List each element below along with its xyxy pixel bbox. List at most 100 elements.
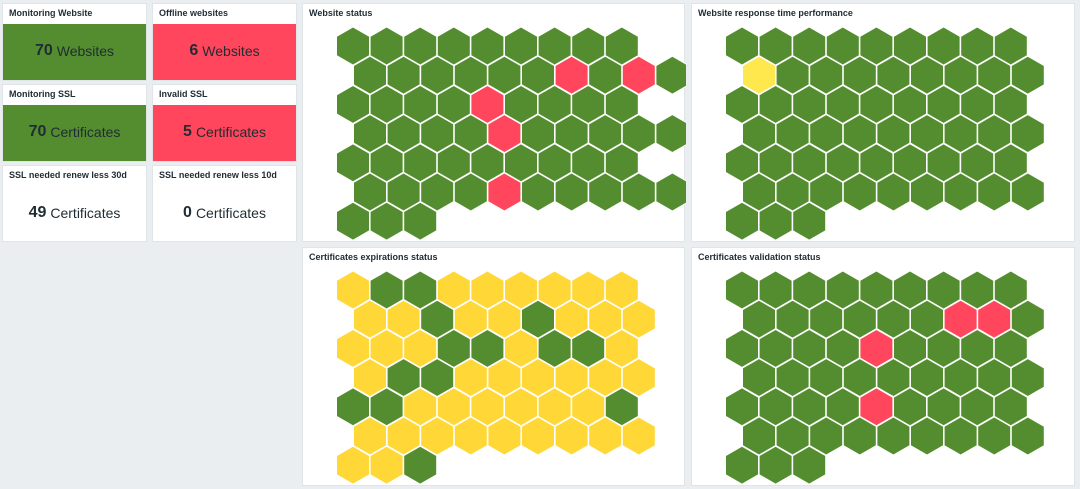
honeycomb-cell[interactable] <box>1010 172 1045 212</box>
honeycomb-cell[interactable] <box>842 114 877 154</box>
honeycomb-response-time[interactable]: Website response time performance <box>691 3 1075 242</box>
honeycomb-cell[interactable] <box>504 387 538 427</box>
honeycomb-cell[interactable] <box>588 299 623 339</box>
honeycomb-cell[interactable] <box>842 299 877 339</box>
honeycomb-cell[interactable] <box>436 143 471 183</box>
honeycomb-cell[interactable] <box>521 299 555 339</box>
honeycomb-cell[interactable] <box>792 387 827 427</box>
honeycomb-cell[interactable] <box>470 84 505 124</box>
honeycomb-cell[interactable] <box>842 55 877 95</box>
honeycomb-cell[interactable] <box>742 55 776 95</box>
honeycomb-cell[interactable] <box>436 84 471 124</box>
honeycomb-cell[interactable] <box>943 358 978 398</box>
honeycomb-cell[interactable] <box>792 270 827 310</box>
honeycomb-cell[interactable] <box>1010 299 1045 339</box>
honeycomb-cell[interactable] <box>453 358 488 398</box>
honeycomb-cell[interactable] <box>742 299 776 339</box>
honeycomb-cell[interactable] <box>487 358 522 398</box>
honeycomb-cell[interactable] <box>353 299 387 339</box>
honeycomb-cell[interactable] <box>420 358 455 398</box>
honeycomb-cell[interactable] <box>621 55 656 95</box>
honeycomb-cell[interactable] <box>977 358 1012 398</box>
honeycomb-cell[interactable] <box>758 270 793 310</box>
honeycomb-cell[interactable] <box>521 358 555 398</box>
honeycomb-cell[interactable] <box>926 84 961 124</box>
honeycomb-cell[interactable] <box>554 55 589 95</box>
honeycomb-cell[interactable] <box>487 172 522 212</box>
honeycomb-cell[interactable] <box>893 84 927 124</box>
honeycomb-cell[interactable] <box>859 270 894 310</box>
honeycomb-cell[interactable] <box>537 26 572 66</box>
honeycomb-cell[interactable] <box>554 358 589 398</box>
honeycomb-cell[interactable] <box>825 26 860 66</box>
honeycomb-cell[interactable] <box>537 328 572 368</box>
honeycomb-cell[interactable] <box>436 270 471 310</box>
honeycomb-cell[interactable] <box>926 387 961 427</box>
honeycomb-cell[interactable] <box>859 84 894 124</box>
honeycomb-cell[interactable] <box>792 201 827 241</box>
honeycomb-cell[interactable] <box>420 416 455 456</box>
honeycomb-cell[interactable] <box>436 26 471 66</box>
honeycomb-cell[interactable] <box>792 445 827 485</box>
honeycomb-cell[interactable] <box>926 328 961 368</box>
honeycomb-cell[interactable] <box>725 143 759 183</box>
honeycomb-cell[interactable] <box>588 416 623 456</box>
honeycomb-cell[interactable] <box>775 172 810 212</box>
honeycomb-cell[interactable] <box>470 387 505 427</box>
honeycomb-cell[interactable] <box>369 26 404 66</box>
honeycomb-cell[interactable] <box>403 328 438 368</box>
honeycomb-cell[interactable] <box>725 26 759 66</box>
stat-ssl-renew-30d[interactable]: SSL needed renew less 30d 49 Certificate… <box>2 165 147 242</box>
honeycomb-cell[interactable] <box>893 387 927 427</box>
honeycomb-cell[interactable] <box>621 172 656 212</box>
honeycomb-cell[interactable] <box>604 270 639 310</box>
stat-monitoring-website[interactable]: Monitoring Website 70 Websites <box>2 3 147 81</box>
honeycomb-cell[interactable] <box>742 172 776 212</box>
honeycomb-cell[interactable] <box>1010 416 1045 456</box>
honeycomb-cell[interactable] <box>910 299 944 339</box>
honeycomb-cell[interactable] <box>504 26 538 66</box>
honeycomb-cell[interactable] <box>993 328 1028 368</box>
honeycomb-cell[interactable] <box>453 299 488 339</box>
honeycomb-cell[interactable] <box>943 55 978 95</box>
honeycomb-cell[interactable] <box>470 270 505 310</box>
honeycomb-cell[interactable] <box>910 358 944 398</box>
honeycomb-cert-validation[interactable]: Certificates validation status <box>691 247 1075 486</box>
honeycomb-cell[interactable] <box>825 270 860 310</box>
honeycomb-cell[interactable] <box>792 328 827 368</box>
honeycomb-cell[interactable] <box>825 143 860 183</box>
honeycomb-cell[interactable] <box>487 55 522 95</box>
stat-offline-websites[interactable]: Offline websites 6 Websites <box>152 3 297 81</box>
honeycomb-cell[interactable] <box>859 328 894 368</box>
honeycomb-cell[interactable] <box>792 26 827 66</box>
honeycomb-cell[interactable] <box>369 201 404 241</box>
honeycomb-cell[interactable] <box>960 84 995 124</box>
honeycomb-cell[interactable] <box>353 114 387 154</box>
honeycomb-cell[interactable] <box>621 114 656 154</box>
honeycomb-cell[interactable] <box>859 26 894 66</box>
honeycomb-cell[interactable] <box>809 416 844 456</box>
honeycomb-cell[interactable] <box>825 84 860 124</box>
honeycomb-cell[interactable] <box>775 416 810 456</box>
honeycomb-cell[interactable] <box>554 299 589 339</box>
honeycomb-cell[interactable] <box>876 299 911 339</box>
honeycomb-cell[interactable] <box>809 172 844 212</box>
honeycomb-cell[interactable] <box>977 416 1012 456</box>
honeycomb-cell[interactable] <box>725 201 759 241</box>
honeycomb-cell[interactable] <box>977 172 1012 212</box>
honeycomb-cell[interactable] <box>588 55 623 95</box>
honeycomb-cell[interactable] <box>403 26 438 66</box>
honeycomb-cell[interactable] <box>403 270 438 310</box>
honeycomb-cell[interactable] <box>910 114 944 154</box>
honeycomb-cell[interactable] <box>521 55 555 95</box>
honeycomb-cell[interactable] <box>943 416 978 456</box>
honeycomb-cell[interactable] <box>588 358 623 398</box>
honeycomb-cell[interactable] <box>1010 114 1045 154</box>
honeycomb-cell[interactable] <box>910 55 944 95</box>
honeycomb-cell[interactable] <box>809 55 844 95</box>
honeycomb-cell[interactable] <box>758 143 793 183</box>
honeycomb-cell[interactable] <box>470 328 505 368</box>
honeycomb-cell[interactable] <box>336 387 370 427</box>
honeycomb-cell[interactable] <box>487 114 522 154</box>
honeycomb-cell[interactable] <box>876 358 911 398</box>
